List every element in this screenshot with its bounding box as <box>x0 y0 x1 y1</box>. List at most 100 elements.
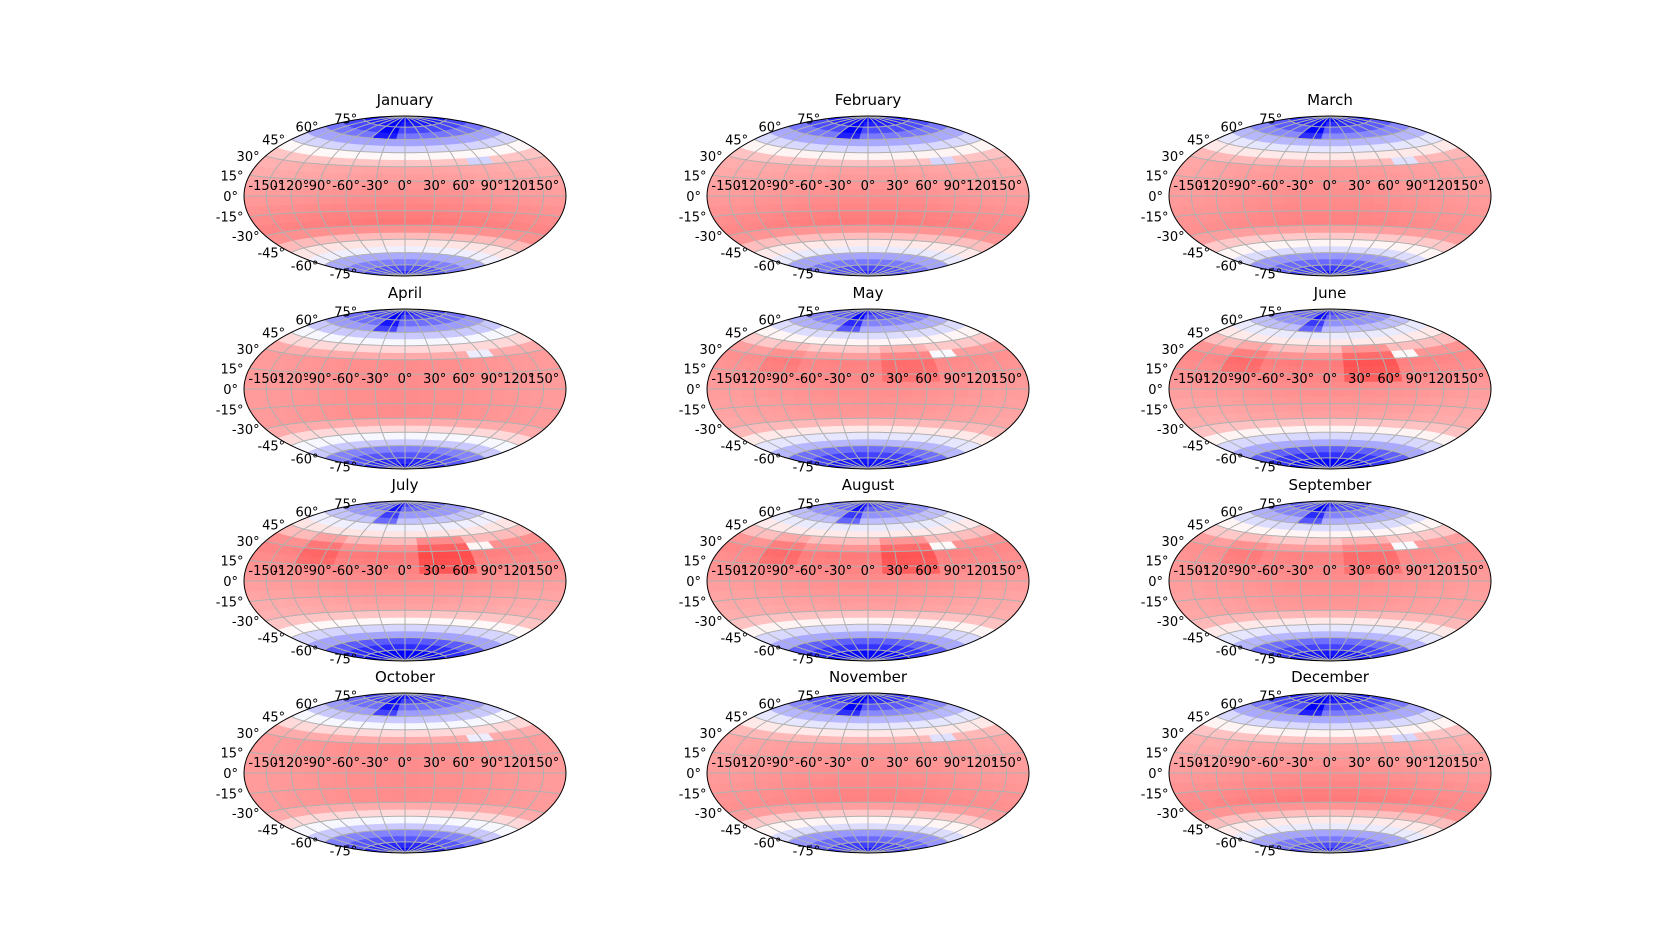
heatmap-cell <box>856 530 869 539</box>
heatmap-cell <box>360 195 376 204</box>
heatmap-cell <box>824 403 841 412</box>
heatmap-cell <box>331 195 347 205</box>
parallel <box>249 367 561 375</box>
heatmap-cell <box>854 225 869 233</box>
heatmap-cell <box>266 388 280 399</box>
heatmap-cell <box>1344 203 1360 212</box>
lon-tick-label: -30° <box>361 564 389 579</box>
heatmap-cell <box>853 210 869 219</box>
heatmap-cell <box>1414 396 1431 406</box>
heatmap-cell <box>1359 388 1375 397</box>
lon-tick-label: 120° <box>1428 179 1459 194</box>
heatmap-cell <box>361 210 378 219</box>
heatmap-cell <box>1314 195 1331 204</box>
lat-tick-label: -60° <box>291 259 319 274</box>
heatmap-cell <box>1256 195 1272 205</box>
heatmap-cell <box>855 617 869 625</box>
heatmap-cell <box>823 195 839 204</box>
lon-tick-label: 90° <box>1406 372 1429 387</box>
heatmap-cell <box>460 403 477 413</box>
heatmap-cell <box>419 580 436 589</box>
heatmap-cell <box>396 325 406 333</box>
parallel <box>1249 126 1411 140</box>
heatmap-cell <box>1016 388 1029 400</box>
heatmap-cell <box>839 410 856 419</box>
heatmap-cell <box>417 417 432 426</box>
heatmap-cell <box>346 203 363 212</box>
heatmap-cell <box>1285 203 1302 212</box>
heatmap-cell <box>504 195 520 205</box>
heatmap-cell <box>419 388 436 397</box>
heatmap-cell <box>1342 417 1357 426</box>
lon-tick-label: 0° <box>861 564 876 579</box>
heatmap-cell <box>838 588 854 597</box>
heatmap-cell <box>717 388 731 400</box>
heatmap-cell <box>1329 232 1343 240</box>
heatmap-cell <box>1303 417 1318 426</box>
heatmap-cell <box>867 352 882 361</box>
lat-tick-label: -75° <box>1255 460 1283 475</box>
heatmap-cell <box>880 352 895 361</box>
lon-tick-label: -90° <box>767 564 795 579</box>
parallel <box>1190 155 1470 168</box>
heatmap-cell <box>1315 410 1331 419</box>
heatmap-cell <box>1229 396 1246 406</box>
heatmap-cell <box>375 403 392 412</box>
heatmap-cell <box>317 195 333 205</box>
lon-tick-label: 90° <box>1406 179 1429 194</box>
lat-tick-label: 0° <box>686 575 701 590</box>
heatmap-cell <box>390 595 406 604</box>
gridlines <box>707 308 1029 470</box>
heatmap-cell <box>1467 195 1481 207</box>
heatmap-cell <box>463 195 479 205</box>
heatmap-cell <box>841 417 856 426</box>
map-outline <box>1168 115 1492 277</box>
heatmap-cell <box>417 609 432 618</box>
parallel <box>712 174 1024 182</box>
heatmap-cell <box>404 530 417 539</box>
heatmap-cell <box>475 396 492 406</box>
heatmap-cell <box>317 388 333 398</box>
heatmap-cell <box>1343 403 1360 412</box>
heatmap-cell <box>345 195 362 205</box>
heatmap-cell <box>391 225 406 233</box>
heatmap-cell <box>364 225 381 234</box>
heatmap-cell <box>825 602 842 612</box>
lat-tick-label: 45° <box>262 326 285 341</box>
gridlines <box>707 500 1029 662</box>
heatmap-cell <box>1215 388 1231 398</box>
heatmap-cell <box>390 551 406 560</box>
heatmap-cell <box>882 588 898 597</box>
heatmap-cell <box>392 345 406 353</box>
lon-tick-label: -150° <box>248 179 284 194</box>
lat-tick-label: -30° <box>232 615 260 630</box>
heatmap-cell <box>419 396 435 405</box>
heatmap-cell <box>1342 352 1357 361</box>
heatmap-cell <box>1416 195 1432 205</box>
heatmap-cell <box>867 345 881 353</box>
heatmap-cell <box>303 388 319 398</box>
heatmap-cell <box>841 609 856 618</box>
lon-tick-label: 0° <box>398 564 413 579</box>
heatmap-cell <box>517 195 532 206</box>
lon-tick-label: 150° <box>528 372 559 387</box>
heatmap-cell <box>394 245 406 253</box>
heatmap-cell <box>823 588 840 597</box>
parallel <box>1287 311 1373 321</box>
panel-title: January <box>376 91 434 109</box>
heatmap-cell <box>530 195 544 206</box>
heatmap-cell <box>1329 238 1342 247</box>
gridlines <box>244 500 566 662</box>
heatmap-cell <box>867 203 884 212</box>
heatmap-cell <box>880 602 897 611</box>
heatmap-cell <box>825 358 842 368</box>
lat-tick-label: 0° <box>223 575 238 590</box>
heatmap-cell <box>729 388 743 399</box>
parallel <box>728 224 1008 237</box>
heatmap-cell <box>859 132 869 140</box>
lat-tick-label: -75° <box>330 267 358 282</box>
lat-tick-label: 0° <box>223 190 238 205</box>
map-panel-march: March-150°-120°-90° -60° -30° 0° 30° 60° 90° 12… <box>1141 91 1492 282</box>
heatmap-cell <box>856 338 869 347</box>
heatmap-cell <box>880 159 895 168</box>
